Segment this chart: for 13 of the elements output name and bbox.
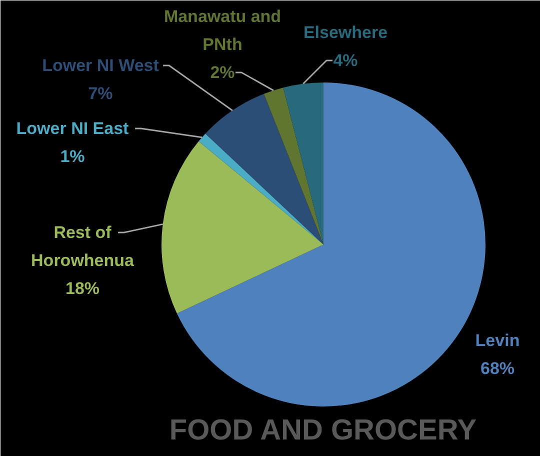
- data-label: 68%: [480, 359, 515, 378]
- data-label: 4%: [333, 51, 358, 70]
- text: FOOD AND GROCERY: [169, 414, 477, 446]
- slice-label: Elsewhere: [303, 23, 388, 42]
- slice-label: Rest of Horowhenua: [31, 223, 135, 270]
- slice-label: Manawatu and PNth: [164, 7, 282, 54]
- data-label: 1%: [60, 147, 85, 166]
- slice-label: Lower NI West: [42, 56, 160, 75]
- data-label: 18%: [65, 279, 100, 298]
- slice-label: Lower NI East: [16, 119, 130, 138]
- data-label: 7%: [88, 84, 113, 103]
- slice-label: Levin: [475, 331, 520, 350]
- data-label: 2%: [210, 63, 235, 82]
